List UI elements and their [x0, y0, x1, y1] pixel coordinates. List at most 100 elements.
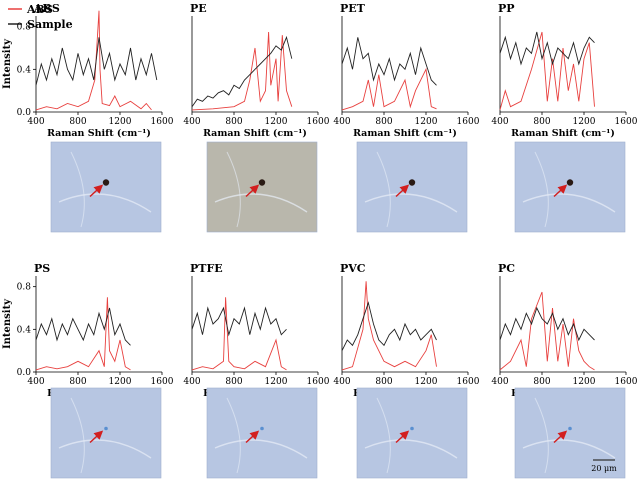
micrograph-background	[206, 387, 318, 479]
fiber-texture	[522, 439, 616, 459]
particle	[102, 179, 110, 186]
x-tick-label: 400	[183, 117, 200, 127]
micrograph-ptfe	[206, 387, 318, 479]
fiber-texture	[226, 397, 241, 474]
particle	[566, 179, 574, 186]
x-tick-label: 800	[375, 117, 392, 127]
red-arrow	[553, 430, 568, 444]
scale-bar-label: 20 μm	[591, 464, 617, 473]
micrograph-pet	[356, 141, 468, 233]
x-axis-label: Raman Shift (cm⁻¹)	[511, 128, 615, 139]
panel-title: PVC	[340, 262, 366, 275]
micrograph-background	[206, 141, 318, 233]
panel-title: PC	[498, 262, 515, 275]
fiber-texture	[70, 397, 85, 474]
red-arrow	[553, 184, 568, 198]
x-tick-label: 400	[27, 377, 44, 387]
series-line-abs	[499, 291, 595, 371]
panel-title: PE	[190, 2, 207, 15]
x-tick-label: 1200	[265, 117, 288, 127]
series-line-sample	[341, 301, 437, 351]
series-line-sample	[35, 307, 131, 346]
x-tick-label: 1600	[151, 377, 174, 387]
red-arrow	[395, 184, 410, 198]
x-tick-label: 1200	[415, 117, 438, 127]
fiber-texture	[534, 397, 549, 474]
x-tick-label: 1600	[615, 377, 638, 387]
series-line-abs	[499, 31, 595, 111]
y-tick-label: 0.0	[17, 368, 32, 378]
series-line-sample	[341, 37, 437, 86]
red-arrow	[89, 430, 104, 444]
micrograph-background	[50, 387, 162, 479]
particle	[260, 426, 264, 431]
y-axis-label: Intensity	[2, 298, 13, 349]
x-tick-label: 400	[27, 117, 44, 127]
series-line-sample	[499, 306, 595, 342]
red-arrow	[245, 430, 260, 444]
chart-panel-pc: PC40080012001600Raman Shift (cm⁻¹)	[491, 262, 637, 399]
legend-label-abs: ABS	[26, 3, 53, 16]
y-tick-label: 0.8	[17, 23, 32, 33]
x-tick-label: 400	[333, 117, 350, 127]
particle	[408, 179, 416, 186]
micrograph-pe	[206, 141, 318, 233]
chart-panel-ptfe: PTFE40080012001600Raman Shift (cm⁻¹)	[183, 262, 329, 399]
fiber-texture	[226, 151, 241, 228]
fiber-texture	[364, 193, 458, 213]
x-tick-label: 400	[491, 117, 508, 127]
series-line-abs	[191, 31, 293, 111]
x-tick-label: 800	[533, 377, 550, 387]
series-line-abs	[35, 297, 131, 371]
series-line-abs	[191, 297, 287, 371]
x-tick-label: 800	[69, 377, 86, 387]
micrograph-pp	[514, 141, 626, 233]
micrograph-pvc	[356, 387, 468, 479]
fiber-texture	[58, 439, 152, 459]
x-tick-label: 1200	[109, 117, 132, 127]
x-tick-label: 1600	[615, 117, 638, 127]
micrograph-ps	[50, 387, 162, 479]
legend-label-sample: Sample	[27, 18, 73, 31]
series-line-abs	[341, 281, 437, 371]
chart-panel-ps: PS40080012001600Raman Shift (cm⁻¹)0.00.4…	[2, 262, 174, 399]
series-line-abs	[35, 10, 152, 111]
y-tick-label: 0.8	[17, 283, 32, 293]
micrograph-pc: 20 μm	[514, 387, 626, 479]
fiber-texture	[364, 439, 458, 459]
x-tick-label: 1200	[573, 377, 596, 387]
particle	[410, 426, 414, 431]
y-tick-label: 0.4	[17, 65, 32, 75]
panel-title: PS	[34, 262, 50, 275]
panel-title: PTFE	[190, 262, 223, 275]
x-tick-label: 800	[375, 377, 392, 387]
x-tick-label: 1600	[307, 117, 330, 127]
x-tick-label: 1200	[573, 117, 596, 127]
legend: ABS Sample	[8, 3, 73, 31]
panel-title: ABS	[33, 2, 60, 15]
x-tick-label: 1200	[415, 377, 438, 387]
x-tick-label: 1600	[457, 117, 480, 127]
x-tick-label: 1600	[151, 117, 174, 127]
fiber-texture	[214, 193, 308, 213]
x-axis-label: Raman Shift (cm⁻¹)	[47, 128, 151, 139]
x-tick-label: 400	[183, 377, 200, 387]
series-line-sample	[35, 37, 158, 86]
micrograph-background	[50, 141, 162, 233]
x-tick-label: 1200	[109, 377, 132, 387]
panel-title: PP	[498, 2, 515, 15]
series-line-sample	[191, 306, 287, 337]
x-tick-label: 1600	[457, 377, 480, 387]
fiber-texture	[58, 193, 152, 213]
x-tick-label: 1600	[307, 377, 330, 387]
y-axis-label: Intensity	[2, 38, 13, 89]
fiber-texture	[376, 397, 391, 474]
x-axis-label: Raman Shift (cm⁻¹)	[353, 128, 457, 139]
series-line-sample	[499, 31, 595, 66]
series-line-sample	[191, 35, 293, 107]
